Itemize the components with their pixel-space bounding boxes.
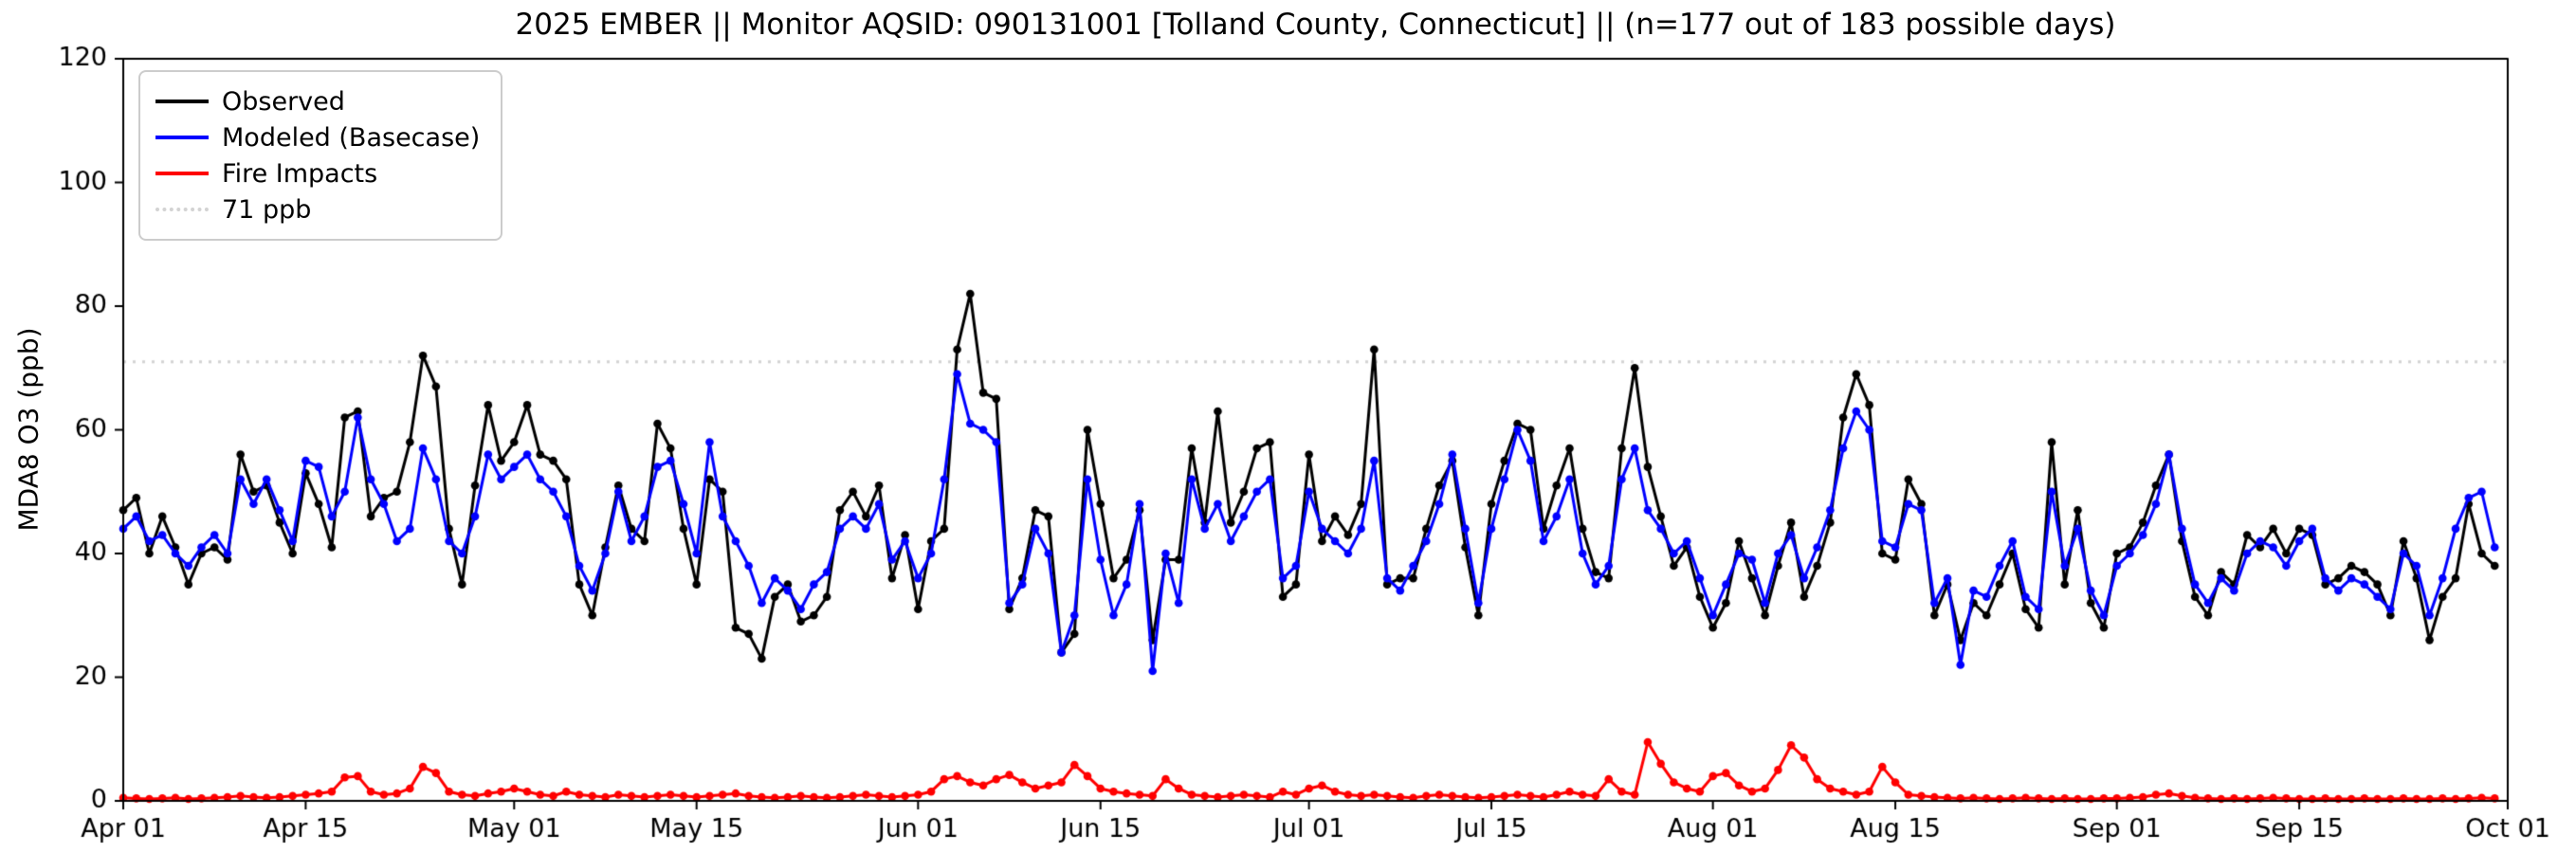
- legend-item: 71 ppb: [155, 191, 480, 227]
- legend-item: Fire Impacts: [155, 155, 480, 191]
- legend-item: Observed: [155, 83, 480, 119]
- legend-line-sample: [155, 136, 209, 139]
- legend-line-sample: [155, 208, 209, 211]
- y-axis-label: MDA8 O3 (ppb): [12, 327, 45, 532]
- chart-title: 2025 EMBER || Monitor AQSID: 090131001 […: [515, 8, 2116, 42]
- legend-label: Observed: [222, 86, 345, 117]
- legend-label: Modeled (Basecase): [222, 122, 481, 153]
- legend: Observed Modeled (Basecase) Fire Impacts 71…: [138, 70, 503, 241]
- legend-line-sample: [155, 100, 209, 103]
- legend-label: 71 ppb: [222, 194, 312, 225]
- legend-label: Fire Impacts: [222, 158, 378, 189]
- legend-line-sample: [155, 172, 209, 175]
- legend-item: Modeled (Basecase): [155, 119, 480, 155]
